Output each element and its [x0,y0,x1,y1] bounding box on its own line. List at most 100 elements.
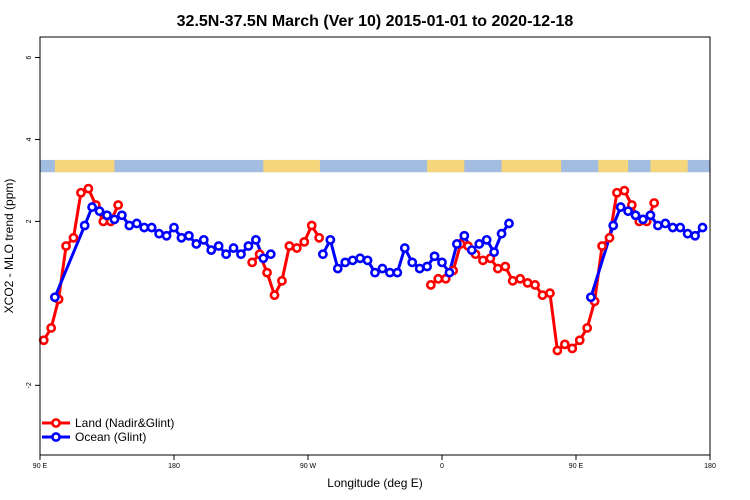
land-data-point [612,187,622,198]
ocean-data-point [340,257,351,268]
ocean-data-point [660,218,671,229]
ocean-data-point [154,228,165,239]
ocean-data-point [139,222,150,233]
map-strip [40,159,710,173]
land-data-point [299,237,310,247]
land-data-point [567,343,578,354]
ocean-data-point [109,214,120,225]
ocean-data-point [102,210,112,221]
land-data-point [574,335,585,346]
ocean-data-point [116,210,127,221]
ocean-data-point [392,267,403,278]
ocean-data-point [377,263,388,274]
ocean-data-point [466,245,477,255]
ocean-data-point [176,232,187,243]
ocean-data-point [489,247,500,258]
ocean-data-point [437,257,447,268]
ocean-data-point [161,230,172,241]
plot-area [38,36,711,456]
land-data-point [61,241,71,251]
legend: Land (Nadir&Glint)Ocean (Glint) [42,416,174,444]
ocean-data-point [370,267,380,278]
ocean-data-point [191,239,202,249]
land-data-point [277,275,287,286]
land-data-point [269,290,280,301]
ocean-data-point [236,249,246,260]
x-tick-label: 180 [704,463,716,470]
ocean-data-point [630,210,641,221]
series-points [38,183,708,356]
land-series-line [429,189,656,352]
map-strip-land [54,159,115,173]
ocean-data-point [451,239,462,249]
legend-ocean-marker [51,432,61,442]
ocean-data-point [682,228,693,239]
ocean-data-point [459,230,470,241]
land-data-point [262,267,272,278]
map-strip-land [650,159,688,173]
ocean-data-point [317,249,328,260]
map-strip-land [427,159,465,173]
land-data-point [38,335,49,346]
ocean-data-point [652,220,663,231]
land-data-point [113,200,124,210]
ocean-data-point [623,206,634,217]
ocean-data-point [638,214,648,225]
legend-land-marker [51,418,61,428]
legend-land-label: Land (Nadir&Glint) [75,416,174,430]
y-tick-label: 6 [26,55,33,59]
ocean-data-point [608,220,619,231]
x-tick-label: 90 E [569,463,584,470]
ocean-data-point [615,202,626,212]
land-data-point [247,257,258,268]
y-axis: -2 2 4 6 [26,55,40,388]
x-tick-label: 0 [440,463,444,470]
land-data-point [306,220,317,231]
ocean-data-point [384,267,395,278]
land-data-point [284,241,295,251]
land-data-point [545,288,555,299]
ocean-data-point [79,220,90,231]
ocean-data-point [422,261,433,272]
ocean-data-point [362,255,373,266]
ocean-data-point [250,234,261,245]
land-data-point [522,277,533,288]
land-data-point [604,232,615,243]
land-data-point [582,323,593,333]
ocean-data-point [198,234,209,245]
land-data-point [68,232,79,243]
ocean-data-point [347,255,358,266]
ocean-data-point [332,263,343,274]
ocean-data-point [87,202,98,212]
land-data-point [492,263,503,274]
land-data-point [500,261,511,272]
ocean-data-point [645,210,656,221]
ocean-data-point [169,222,179,233]
land-data-point [291,243,302,253]
land-data-point [76,187,86,198]
land-data-point [530,280,540,290]
ocean-data-point [690,230,701,241]
y-tick-label: 2 [26,219,33,223]
land-data-point [649,198,660,208]
land-data-point [559,339,570,350]
ocean-data-point [243,241,254,251]
ocean-data-point [124,220,135,231]
ocean-data-point [49,292,60,303]
ocean-data-point [444,267,455,278]
y-tick-label: -2 [26,382,33,388]
ocean-data-point [206,245,217,255]
chart-title: 32.5N-37.5N March (Ver 10) 2015-01-01 to… [177,13,574,30]
land-data-point [314,232,325,243]
land-data-point [83,183,94,194]
ocean-data-point [399,243,410,253]
ocean-data-point [146,222,157,233]
ocean-data-point [355,253,366,264]
legend-ocean-label: Ocean (Glint) [75,430,146,444]
ocean-data-point [414,263,425,274]
ocean-data-point [221,249,232,260]
y-tick-label: 4 [26,137,33,141]
ocean-data-point [407,257,418,268]
map-strip-land [598,159,629,173]
land-data-point [425,280,436,290]
